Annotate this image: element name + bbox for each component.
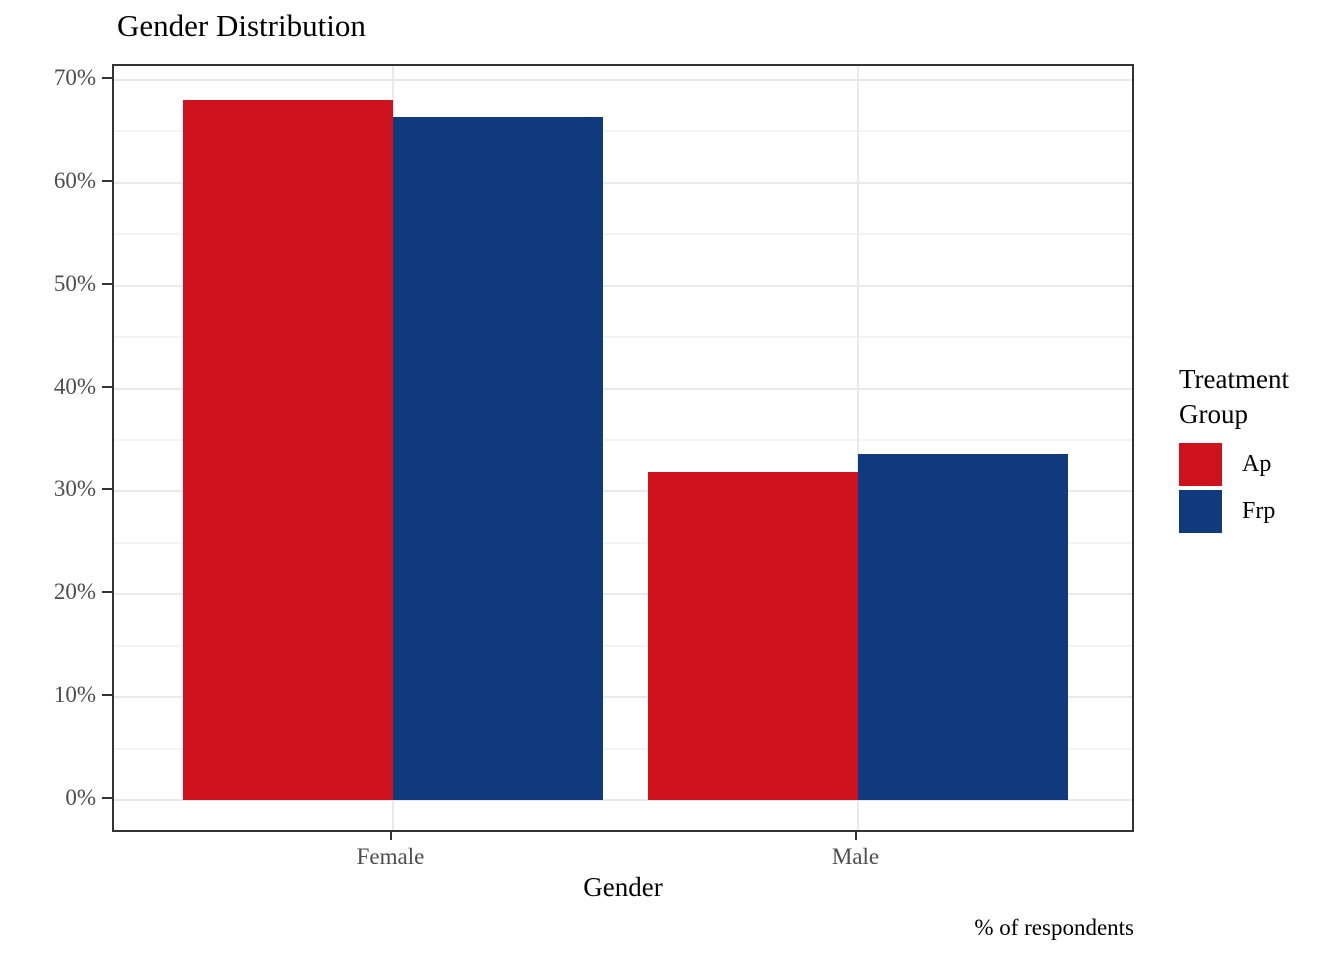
- legend-swatch-frp: [1179, 490, 1222, 533]
- y-tick-mark: [102, 179, 112, 182]
- y-tick-mark: [102, 797, 112, 799]
- legend-item-ap: Ap: [1179, 443, 1339, 486]
- x-tick-mark: [389, 832, 392, 840]
- gridline-minor-horizontal: [114, 541, 1132, 544]
- legend-label-ap: Ap: [1242, 451, 1272, 477]
- y-tick-label: 60%: [53, 167, 96, 193]
- gridline-major-horizontal: [114, 181, 1132, 184]
- y-tick-label: 30%: [53, 476, 96, 502]
- legend-item-frp: Frp: [1179, 490, 1339, 533]
- legend-items: Ap Frp: [1179, 443, 1339, 533]
- y-tick-mark: [102, 694, 112, 697]
- y-tick-label: 20%: [53, 579, 96, 605]
- y-tick-mark: [102, 282, 112, 285]
- x-tick-label-female: Female: [356, 844, 425, 869]
- y-tick-mark: [102, 488, 112, 491]
- y-tick-label: 50%: [53, 270, 96, 296]
- y-tick-mark: [102, 591, 112, 594]
- gridline-minor-horizontal: [114, 747, 1132, 750]
- gridline-major-horizontal: [114, 593, 1132, 596]
- y-tick-mark: [102, 76, 112, 79]
- y-tick-label: 70%: [53, 64, 96, 90]
- x-tick-mark: [854, 832, 857, 840]
- gridline-major-horizontal: [114, 696, 1132, 699]
- x-axis-title: Gender: [583, 872, 663, 902]
- bar-male-frp: [857, 454, 1068, 800]
- legend: Treatment Group Ap Frp: [1179, 362, 1339, 537]
- bar-male-ap: [647, 471, 858, 800]
- y-tick-label: 40%: [53, 373, 96, 399]
- legend-swatch-ap: [1179, 443, 1222, 486]
- gridline-major-horizontal: [114, 284, 1132, 287]
- y-tick-label: 0%: [65, 785, 96, 810]
- x-tick-label-male: Male: [831, 844, 880, 869]
- gridline-minor-horizontal: [114, 438, 1132, 441]
- plot-panel: [112, 64, 1134, 832]
- legend-title: Treatment Group: [1179, 364, 1289, 429]
- gridline-major-horizontal: [114, 387, 1132, 390]
- bar-female-ap: [182, 99, 393, 800]
- gridline-minor-horizontal: [114, 130, 1132, 133]
- gridline-major-horizontal: [114, 490, 1132, 493]
- gridline-major-horizontal: [114, 78, 1132, 81]
- chart-title: Gender Distribution: [117, 8, 366, 43]
- gridline-major-vertical-male: [856, 66, 859, 830]
- y-tick-mark: [102, 385, 112, 388]
- gridline-minor-horizontal: [114, 644, 1132, 647]
- gridline-minor-horizontal: [114, 336, 1132, 339]
- chart-caption: % of respondents: [974, 915, 1134, 940]
- legend-label-frp: Frp: [1242, 498, 1276, 524]
- gridline-major-horizontal: [114, 799, 1132, 801]
- gridline-minor-horizontal: [114, 233, 1132, 236]
- y-tick-label: 10%: [53, 682, 96, 708]
- bar-female-frp: [392, 117, 603, 800]
